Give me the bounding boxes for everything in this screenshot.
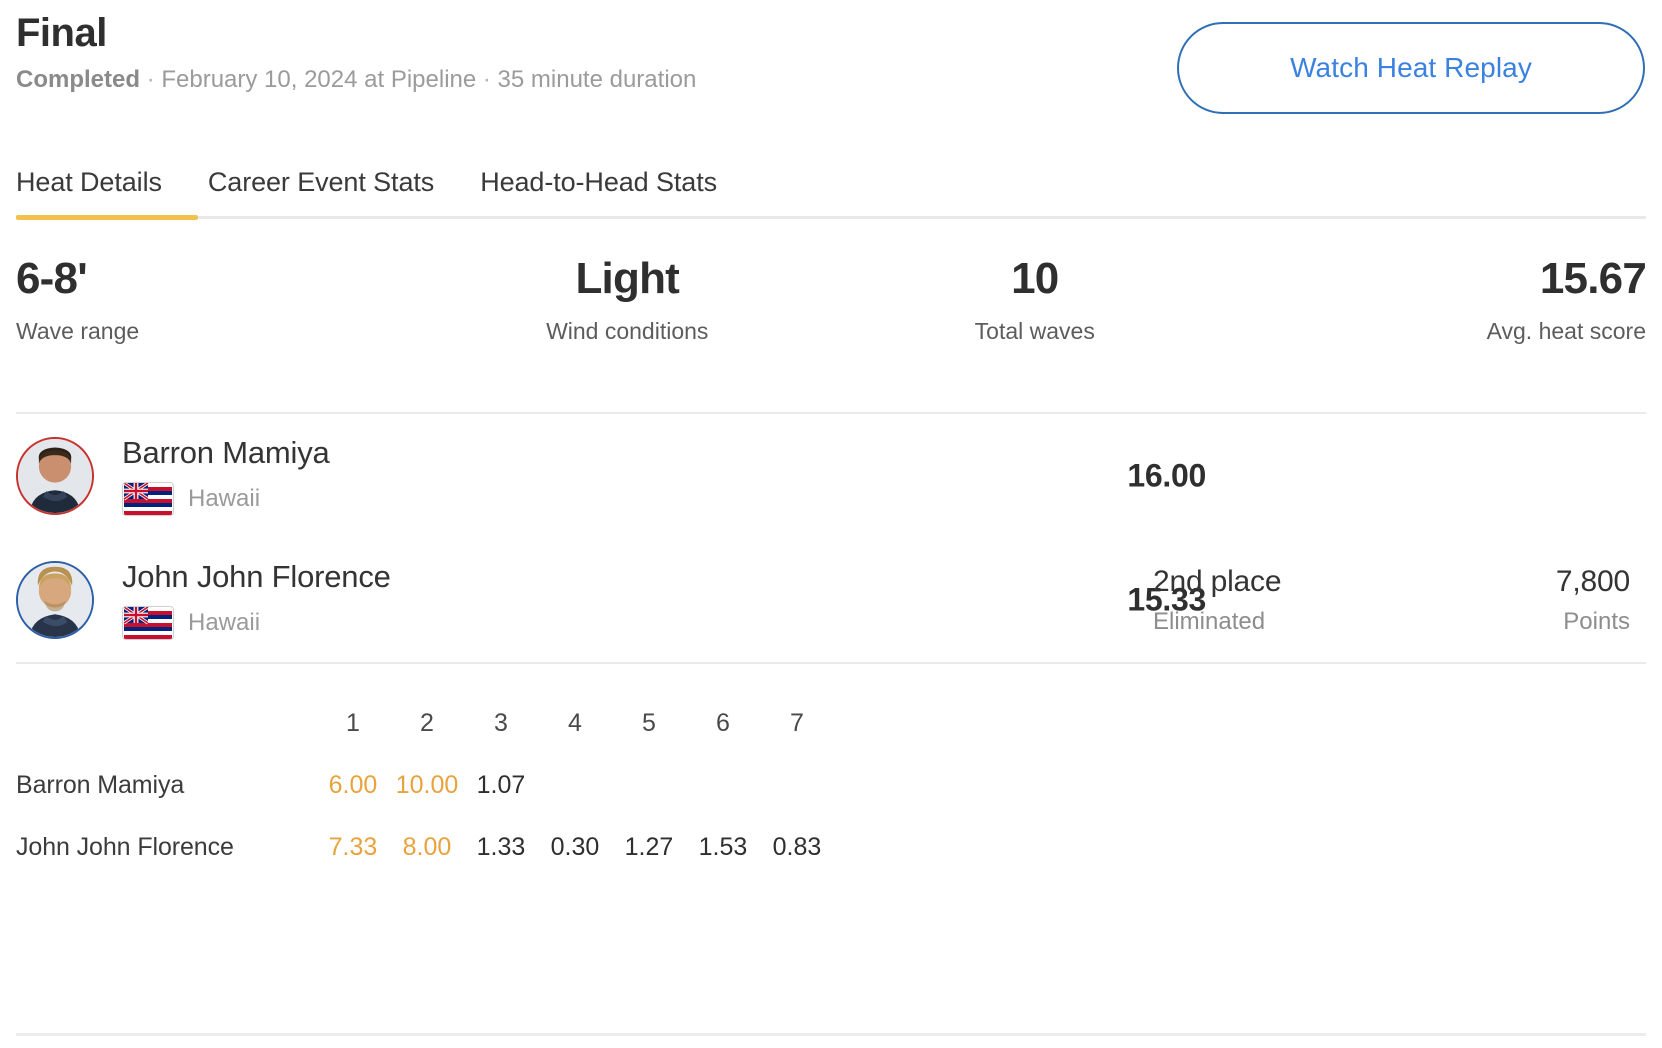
wave-table-corner — [16, 692, 316, 754]
stat-wind-conditions-value: Light — [575, 254, 679, 303]
surfer-heat-score: 16.00 — [1127, 457, 1206, 494]
wave-score-cell — [686, 754, 760, 816]
status-badge: Completed — [16, 66, 141, 93]
wave-scores-table: 1 2 3 4 5 6 7 Barron Mamiya 6.00 10.00 1… — [0, 692, 1662, 878]
stat-wave-range-label: Wave range — [16, 318, 140, 344]
stat-avg-heat-score: 15.67 Avg. heat score — [1239, 257, 1647, 377]
surfer-place: 2nd place — [1153, 564, 1282, 598]
meta-separator-1: · — [140, 66, 162, 93]
hawaii-flag-icon — [122, 605, 174, 640]
stat-avg-heat-score-label: Avg. heat score — [1486, 318, 1646, 344]
wave-score-cell — [760, 754, 834, 816]
wave-score-cell — [538, 754, 612, 816]
wave-column-header-4: 4 — [568, 709, 582, 737]
tab-heat-details[interactable]: Heat Details — [16, 167, 162, 197]
avatar — [16, 561, 94, 639]
stat-wind-conditions: Light Wind conditions — [424, 257, 832, 377]
surfers-divider — [16, 662, 1646, 664]
wave-column-header-5: 5 — [642, 709, 656, 737]
surfer-country: Hawaii — [122, 605, 1646, 640]
heat-conditions-stats: 6-8' Wave range Light Wind conditions 10… — [0, 257, 1662, 377]
stat-total-waves-label: Total waves — [974, 318, 1095, 344]
watch-heat-replay-button[interactable]: Watch Heat Replay — [1177, 22, 1645, 114]
wave-score-cell: 10.00 — [395, 771, 459, 799]
surfer-country-label: Hawaii — [188, 484, 261, 512]
meta-separator-2: · — [476, 66, 498, 93]
stats-divider — [16, 412, 1646, 414]
wave-score-cell: 1.33 — [476, 833, 526, 861]
surfer-points: 7,800 Points — [1556, 565, 1630, 636]
heat-meta: Completed · February 10, 2024 at Pipelin… — [16, 66, 1646, 95]
tabs-bar: Heat Details Career Event Stats Head-to-… — [0, 146, 1662, 220]
tabs-divider — [16, 215, 1646, 220]
page-title: Final — [16, 11, 107, 55]
heat-date-location: February 10, 2024 at Pipeline — [161, 66, 477, 93]
surfer-results-list: Barron Mamiya — [0, 414, 1662, 662]
stat-wave-range-value: 6-8' — [16, 254, 88, 303]
wave-column-header-6: 6 — [716, 709, 730, 737]
surfer-name: John John Florence — [122, 559, 391, 595]
surfer-country-label: Hawaii — [188, 608, 261, 636]
wave-score-cell: 1.27 — [624, 833, 674, 861]
surfer-info: John John Florence — [122, 559, 1646, 640]
table-row[interactable]: John John Florence — [16, 538, 1646, 662]
wave-score-cell: 1.53 — [698, 833, 748, 861]
table-row[interactable]: Barron Mamiya — [16, 414, 1646, 538]
stat-wind-conditions-label: Wind conditions — [546, 318, 709, 344]
wave-score-cell: 1.07 — [476, 771, 526, 799]
surfer-heat-score: 15.33 — [1127, 581, 1206, 618]
wave-score-cell: 7.33 — [328, 833, 378, 861]
wave-score-cell: 8.00 — [402, 833, 452, 861]
surfer-place-status: Eliminated — [1153, 607, 1266, 635]
tab-head-to-head-stats[interactable]: Head-to-Head Stats — [480, 167, 718, 197]
heat-duration: 35 minute duration — [497, 66, 697, 93]
wave-score-cell — [612, 754, 686, 816]
surfer-country: Hawaii — [122, 481, 1646, 516]
wave-scores-grid: 1 2 3 4 5 6 7 Barron Mamiya 6.00 10.00 1… — [16, 692, 1646, 878]
stat-total-waves-value: 10 — [1011, 254, 1059, 303]
avatar — [16, 437, 94, 515]
stat-wave-range: 6-8' Wave range — [16, 257, 424, 377]
page-bottom-divider — [16, 1033, 1646, 1036]
wave-score-cell: 6.00 — [328, 771, 378, 799]
surfer-placement: 2nd place Eliminated — [1153, 564, 1282, 636]
wave-column-header-7: 7 — [790, 709, 804, 737]
wave-column-header-1: 1 — [346, 709, 360, 737]
hawaii-flag-icon — [122, 481, 174, 516]
wave-column-header-2: 2 — [420, 709, 434, 737]
stat-total-waves: 10 Total waves — [831, 257, 1239, 377]
surfer-info: Barron Mamiya — [122, 435, 1646, 516]
surfer-name: Barron Mamiya — [122, 435, 330, 471]
stat-avg-heat-score-value: 15.67 — [1539, 254, 1647, 303]
active-tab-underline — [16, 215, 198, 220]
wave-row-label: John John Florence — [16, 833, 234, 861]
wave-score-cell: 0.83 — [772, 833, 822, 861]
wave-column-header-3: 3 — [494, 709, 508, 737]
wave-score-cell: 0.30 — [550, 833, 600, 861]
surfer-points-label: Points — [1563, 607, 1630, 635]
tab-career-event-stats[interactable]: Career Event Stats — [207, 167, 435, 197]
surfer-points-value: 7,800 — [1555, 564, 1630, 598]
page-header: Final Completed · February 10, 2024 at P… — [0, 0, 1662, 132]
wave-row-label: Barron Mamiya — [16, 771, 185, 799]
